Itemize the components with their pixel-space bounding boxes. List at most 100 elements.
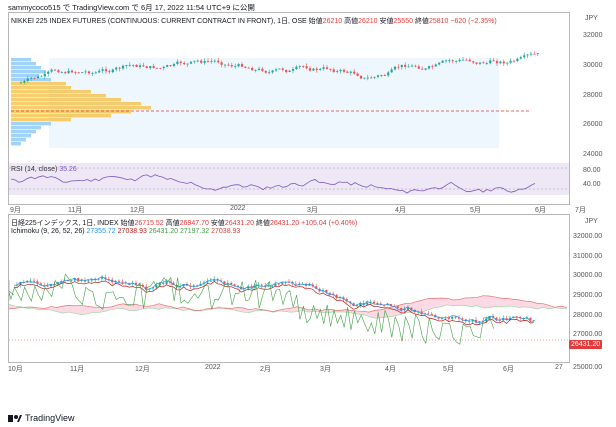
ichimoku-candle — [168, 281, 172, 283]
price-candle — [74, 72, 77, 74]
ichimoku-candle — [253, 285, 257, 288]
price-candle — [461, 59, 465, 61]
price-candle — [291, 69, 295, 71]
ichimoku-candle — [223, 281, 226, 284]
price-candle — [81, 72, 84, 74]
price-candle — [536, 53, 539, 54]
price-candle — [217, 60, 220, 63]
tenkan-sen — [13, 276, 534, 323]
rsi-ytick: 40.00 — [583, 181, 601, 188]
ichimoku-candle — [298, 284, 301, 286]
top-price-chart — [9, 51, 569, 195]
ichimoku-candle — [474, 319, 478, 323]
top-x-tick: 9月 — [10, 207, 21, 214]
ichimoku-candle — [260, 284, 263, 286]
tradingview-logo[interactable]: TradingView — [8, 413, 75, 423]
price-candle — [138, 65, 142, 67]
price-candle — [451, 60, 454, 62]
price-candle — [257, 68, 261, 70]
price-candle — [77, 72, 80, 74]
volume-profile-bar — [11, 90, 91, 94]
ichimoku-candle — [325, 290, 328, 293]
top-x-tick: 12月 — [130, 207, 145, 214]
ichimoku-candle — [233, 284, 236, 286]
ichimoku-candle — [335, 294, 338, 298]
price-candle — [295, 66, 298, 70]
ichimoku-candle — [73, 278, 76, 281]
price-candle — [512, 60, 516, 62]
ichimoku-candle — [196, 285, 199, 287]
price-candle — [84, 71, 87, 73]
price-candle — [397, 66, 400, 68]
ichimoku-candle — [19, 282, 22, 285]
ichimoku-candle — [359, 303, 362, 306]
top-x-tick: 3月 — [307, 207, 318, 214]
top-x-tick: 7月 — [575, 207, 586, 214]
ichimoku-cloud — [9, 295, 567, 319]
ichimoku-candle — [281, 282, 284, 284]
price-candle — [414, 65, 417, 67]
price-candle — [223, 64, 227, 66]
price-candle — [230, 65, 233, 67]
bottom-ichimoku-chart — [9, 273, 569, 345]
bottom-x-tick: 27 — [555, 364, 563, 371]
top-currency: JPY — [585, 15, 598, 22]
price-candle — [329, 68, 332, 70]
ichimoku-candle — [209, 280, 212, 282]
price-candle — [489, 60, 492, 64]
chikou-span — [9, 273, 495, 345]
ichimoku-candle — [485, 318, 488, 322]
ichimoku-candle — [294, 283, 297, 285]
price-candle — [373, 76, 376, 78]
top-x-tick: 5月 — [470, 207, 481, 214]
price-candle — [115, 67, 118, 70]
ichimoku-candle — [114, 280, 117, 283]
ichimoku-candle — [185, 284, 189, 286]
price-candle — [390, 69, 393, 73]
price-candle — [404, 64, 407, 67]
ichimoku-candle — [213, 279, 216, 281]
price-candle — [472, 61, 475, 63]
ichimoku-candle — [366, 302, 369, 305]
price-candle — [305, 66, 308, 69]
ichimoku-candle — [104, 277, 107, 279]
price-candle — [332, 69, 335, 72]
price-candle — [478, 62, 482, 64]
volume-profile-bar — [11, 70, 46, 74]
top-ytick: 26000 — [583, 121, 603, 128]
ichimoku-candle — [376, 303, 379, 305]
price-candle — [206, 60, 210, 62]
bottom-x-tick: 2022 — [205, 364, 221, 371]
price-candle — [128, 64, 131, 66]
ichimoku-candle — [437, 317, 440, 319]
ichimoku-candle — [138, 284, 141, 286]
price-candle — [220, 62, 223, 65]
ichimoku-candle — [410, 307, 413, 310]
price-candle — [339, 69, 342, 72]
ichimoku-candle — [247, 286, 250, 289]
ichimoku-candle — [342, 297, 345, 300]
price-candle — [336, 71, 339, 72]
top-ytick: 28000 — [583, 92, 603, 99]
ichimoku-candle — [100, 277, 104, 279]
bottom-chart-panel[interactable]: 日経225インデックス, 1日, INDEX 始値26715.52 高値2694… — [8, 214, 570, 363]
ichimoku-candle — [117, 280, 121, 282]
ichimoku-candle — [43, 285, 46, 286]
top-ytick: 30000 — [583, 62, 603, 69]
ichimoku-candle — [345, 299, 348, 302]
price-candle — [315, 68, 318, 70]
price-candle — [417, 66, 420, 69]
ichimoku-label: Ichimoku (9, 26, 52, 26) 27355.72 27038.… — [11, 228, 241, 235]
price-candle — [427, 66, 431, 69]
price-candle — [98, 70, 101, 73]
ichimoku-candle — [396, 306, 399, 308]
ichimoku-candle — [502, 318, 505, 321]
top-ytick: 24000 — [583, 151, 603, 158]
bottom-x-tick: 10月 — [8, 366, 23, 373]
price-candle — [526, 54, 529, 56]
top-chart-panel[interactable]: NIKKEI 225 INDEX FUTURES (CONTINUOUS: CU… — [8, 12, 570, 205]
price-candle — [244, 66, 247, 68]
volume-profile-bar — [11, 106, 151, 110]
ichimoku-candle — [70, 280, 73, 282]
price-candle — [509, 60, 512, 63]
